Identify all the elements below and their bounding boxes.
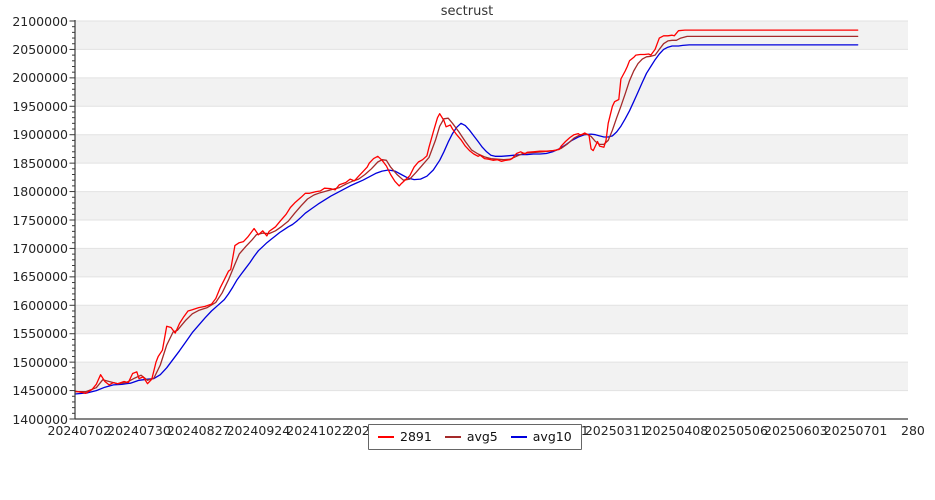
y-tick-label: 1950000: [12, 98, 68, 114]
y-tick-label: 2050000: [12, 41, 68, 57]
legend-label-avg5: avg5: [466, 429, 498, 444]
y-tick-label: 1650000: [12, 269, 68, 285]
plot-band: [75, 220, 908, 249]
legend-item-avg10: avg10: [510, 429, 572, 444]
plot-band: [75, 163, 908, 192]
x-axis-extra-label: 280: [901, 423, 925, 438]
x-tick-label: 20250603: [764, 423, 828, 438]
y-tick-label: 2100000: [12, 13, 68, 29]
y-tick-label: 1600000: [12, 297, 68, 313]
plot-band: [75, 248, 908, 277]
plot-band: [75, 49, 908, 78]
chart-title: sectrust: [440, 4, 494, 19]
y-tick-label: 1400000: [12, 411, 68, 427]
plot-band: [75, 106, 908, 135]
x-tick-label: 20240827: [166, 423, 231, 438]
y-tick-label: 1450000: [12, 383, 68, 399]
x-tick-label: 20250311: [584, 423, 649, 438]
plot-band: [75, 333, 908, 363]
series-line-2891: [74, 29, 859, 395]
plot-band: [75, 77, 908, 107]
y-tick-label: 1800000: [12, 184, 68, 200]
x-tick-label: 20240924: [226, 423, 291, 438]
y-tick-label: 1500000: [12, 354, 68, 370]
y-tick-label: 1750000: [12, 212, 68, 228]
x-tick-label: 20241022: [286, 423, 350, 438]
plot-band: [75, 305, 908, 334]
x-tick-label: 20250701: [823, 423, 888, 438]
x-tick-label: 20240730: [107, 423, 171, 438]
legend: 2891 avg5 avg10: [368, 424, 582, 450]
y-tick-label: 1700000: [12, 240, 68, 256]
legend-item-2891: 2891: [378, 430, 432, 444]
legend-swatch-2891-line-icon: [378, 435, 394, 439]
y-tick-label: 1550000: [12, 326, 68, 342]
legend-swatch-avg10-line-icon: [510, 435, 527, 439]
plot-band: [75, 390, 908, 419]
legend-label-avg10: avg10: [532, 429, 572, 444]
legend-swatch-avg5-line-icon: [444, 435, 461, 439]
plot-band: [75, 276, 908, 306]
y-tick-label: 1850000: [12, 155, 68, 171]
legend-label-2891: 2891: [400, 429, 432, 444]
plot-band: [75, 362, 908, 391]
y-tick-label: 1900000: [12, 127, 68, 143]
series-line-avg5: [74, 35, 859, 393]
legend-item-avg5: avg5: [444, 429, 498, 444]
y-tick-label: 2000000: [12, 70, 68, 86]
plot-band: [75, 191, 908, 220]
x-tick-label: 20240702: [47, 423, 112, 438]
x-tick-label: 20250408: [644, 423, 709, 438]
x-tick-label: 20250506: [704, 423, 768, 438]
